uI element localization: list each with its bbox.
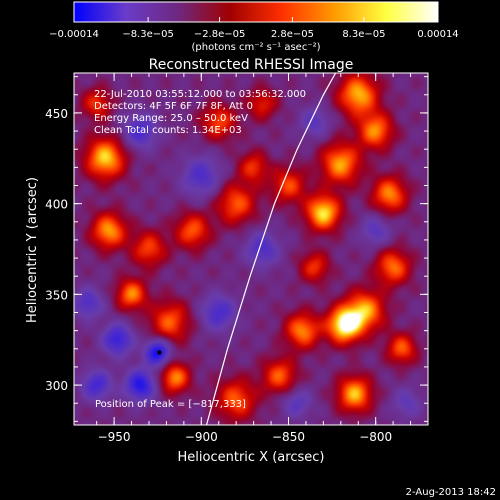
- info-annotation: 22-Jul-2010 03:55:12.000 to 03:56:32.000…: [94, 89, 306, 136]
- y-tick-label: 450: [45, 107, 68, 121]
- colorbar-tick-label: −0.00014: [49, 29, 99, 40]
- colorbar-gradient: [73, 1, 439, 23]
- marker-point: [157, 350, 162, 355]
- y-tick-label: 350: [45, 288, 68, 302]
- chart-title: Reconstructed RHESSI Image: [149, 57, 354, 73]
- x-tick-label: −850: [272, 430, 305, 444]
- info-line: 22-Jul-2010 03:55:12.000 to 03:56:32.000: [94, 89, 306, 100]
- y-axis-label: Heliocentric Y (arcsec): [25, 177, 40, 323]
- colorbar-tick-label: −8.3e−05: [122, 29, 174, 40]
- colorbar-tick-label: 0.00014: [417, 29, 458, 40]
- y-tick-label: 400: [45, 198, 68, 212]
- x-axis-label: Heliocentric X (arcsec): [178, 450, 325, 465]
- colorbar-tick-label: 8.3e−05: [342, 29, 385, 40]
- x-tick-label: −950: [98, 430, 131, 444]
- footer-timestamp: 2-Aug-2013 18:42: [406, 487, 496, 498]
- colorbar-tick-label: 2.8e−05: [271, 29, 314, 40]
- heatmap-image: [74, 73, 428, 425]
- x-tick-label: −800: [359, 430, 392, 444]
- colorbar: −0.00014 −8.3e−05 −2.8e−05 2.8e−05 8.3e−05 0.…: [49, 1, 459, 53]
- plot-frame: [73, 72, 429, 426]
- x-tick-label: −900: [185, 430, 218, 444]
- colorbar-unit-label: (photons cm⁻² s⁻¹ asec⁻²): [191, 42, 320, 53]
- info-line: Energy Range: 25.0 – 50.0 keV: [94, 113, 248, 124]
- plot-area: −950 −900 −850 −800 300 350 400 450: [45, 72, 429, 444]
- info-line: Clean Total counts: 1.34E+03: [94, 125, 242, 136]
- solar-limb-curve: [205, 73, 337, 425]
- colorbar-tick-label: −2.8e−05: [194, 29, 246, 40]
- info-line: Detectors: 4F 5F 6F 7F 8F, Att 0: [94, 101, 253, 112]
- peak-position-label: Position of Peak = [−817,333]: [95, 399, 246, 410]
- y-tick-label: 300: [45, 379, 68, 393]
